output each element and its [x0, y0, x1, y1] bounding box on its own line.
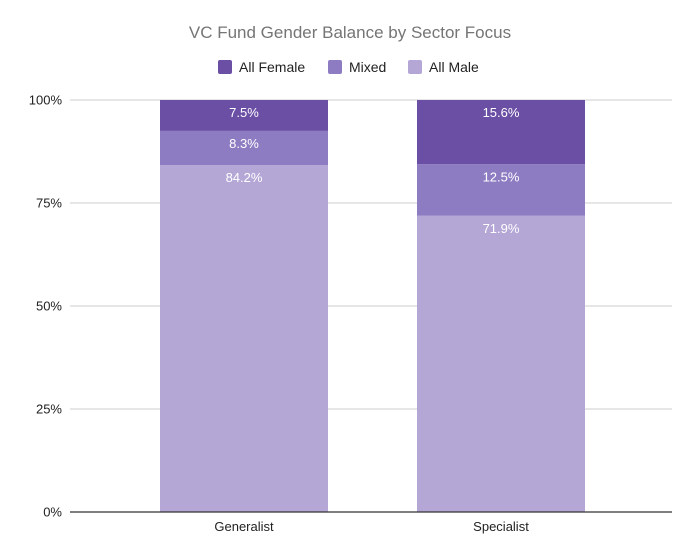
y-axis-ticks: 0% 25% 50% 75% 100%	[29, 93, 63, 520]
legend-swatch	[218, 60, 232, 74]
bars	[160, 100, 585, 512]
data-label: 71.9%	[483, 221, 520, 236]
x-tick-label: Generalist	[214, 519, 274, 534]
bar-segment[interactable]	[417, 100, 585, 165]
legend-swatch	[328, 60, 342, 74]
y-tick-label: 0%	[43, 505, 62, 520]
y-tick-label: 25%	[36, 402, 62, 417]
legend-swatch	[408, 60, 422, 74]
bar-segment[interactable]	[160, 130, 328, 166]
bar-segment[interactable]	[417, 164, 585, 216]
x-tick-label: Specialist	[473, 519, 529, 534]
data-labels: 84.2% 8.3% 7.5% 71.9% 12.5% 15.6%	[226, 105, 520, 236]
x-axis-labels: Generalist Specialist	[214, 519, 529, 534]
chart-title: VC Fund Gender Balance by Sector Focus	[189, 23, 511, 42]
y-tick-label: 100%	[29, 93, 63, 108]
y-tick-label: 75%	[36, 196, 62, 211]
legend: All Female Mixed All Male	[218, 59, 479, 75]
legend-label: Mixed	[349, 59, 386, 75]
data-label: 84.2%	[226, 170, 263, 185]
legend-item[interactable]: All Female	[218, 59, 305, 75]
data-label: 8.3%	[229, 136, 259, 151]
bar-segment[interactable]	[160, 165, 328, 512]
bar-segment[interactable]	[160, 100, 328, 131]
legend-item[interactable]: All Male	[408, 59, 479, 75]
bar-segment[interactable]	[417, 215, 585, 512]
data-label: 15.6%	[483, 105, 520, 120]
legend-item[interactable]: Mixed	[328, 59, 386, 75]
data-label: 7.5%	[229, 105, 259, 120]
data-label: 12.5%	[483, 169, 520, 184]
legend-label: All Male	[429, 59, 479, 75]
legend-label: All Female	[239, 59, 305, 75]
y-tick-label: 50%	[36, 299, 62, 314]
